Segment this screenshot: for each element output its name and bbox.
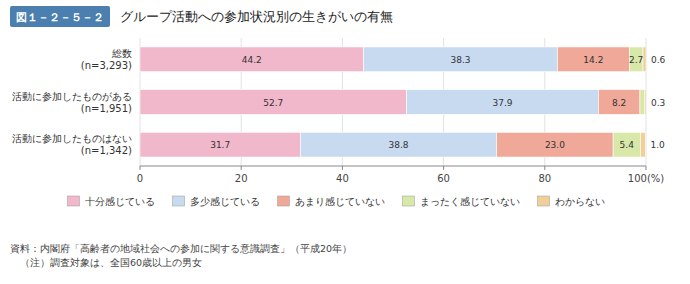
bar: [598, 90, 639, 115]
legend-label: わからない: [555, 196, 605, 207]
legend-label: あまり感じていない: [295, 196, 385, 207]
bar: [364, 47, 558, 72]
bar: [497, 132, 613, 157]
category-label-line: (n=1,342): [81, 145, 132, 156]
note: （注）調査対象は、全国60歳以上の男女: [10, 257, 202, 268]
data-label: 37.9: [493, 98, 513, 108]
bar: [140, 90, 407, 115]
legend-item: まったく感じていない: [403, 196, 520, 207]
legend-label: まったく感じていない: [420, 196, 520, 207]
legend-swatch: [403, 196, 415, 206]
figure-number-box: [10, 6, 110, 27]
bar: [640, 90, 645, 115]
tick-mark: [646, 166, 647, 170]
data-label: 8.2: [612, 98, 626, 108]
y-axis: 総数(n=3,293)活動に参加したものがある(n=1,951)活動に参加したも…: [12, 48, 132, 156]
data-label: 23.0: [545, 140, 565, 150]
legend-item: 多少感じている: [173, 196, 260, 207]
category-label-line: 総数: [111, 48, 132, 59]
bar: [640, 132, 645, 157]
category-label: 活動に参加したものがある(n=1,951): [12, 91, 132, 114]
category-label-line: (n=3,293): [81, 60, 132, 71]
data-label: 14.2: [583, 55, 603, 65]
tick-mark: [443, 166, 444, 170]
legend: 十分感じている 多少感じている あまり感じていない まったく感じていない わからない: [68, 196, 605, 207]
chart: 図１－２－５－２ グループ活動への参加状況別の生きがいの有無 0 20 40 60 80 10…: [0, 0, 690, 284]
data-label: 0.3: [651, 98, 665, 108]
tick-mark: [140, 166, 141, 170]
bar: [629, 47, 643, 72]
tick-label: 0: [137, 173, 143, 184]
title: グループ活動への参加状況別の生きがいの有無: [120, 9, 393, 24]
bar: [557, 47, 629, 72]
background: [0, 0, 690, 284]
category-label-line: 活動に参加したものはない: [12, 133, 132, 144]
tick-label: 20: [235, 173, 248, 184]
figure-number: 図１－２－５－２: [16, 11, 104, 24]
bar: [140, 132, 300, 157]
bars: [140, 47, 646, 157]
tick-label: 40: [336, 173, 349, 184]
data-label: 38.8: [389, 140, 409, 150]
data-label: 0.6: [651, 55, 666, 65]
legend-item: あまり感じていない: [278, 196, 385, 207]
x-axis: 0 20 40 60 80 100(%): [137, 166, 664, 184]
data-label: 52.7: [263, 98, 283, 108]
tick-label: 60: [437, 173, 450, 184]
category-label: 活動に参加したものはない(n=1,342): [12, 133, 132, 156]
note: 資料：内閣府「高齢者の地域社会への参加に関する意識調査」（平成20年）: [10, 243, 352, 254]
data-label: 5.4: [620, 140, 635, 150]
data-label: 2.7: [629, 55, 643, 65]
axis-line: [140, 166, 646, 167]
legend-swatch: [173, 196, 185, 206]
legend-swatch: [278, 196, 290, 206]
legend-label: 十分感じている: [85, 196, 155, 207]
data-label: 44.2: [242, 55, 262, 65]
tick-label: 100(%): [628, 173, 664, 184]
bar: [644, 90, 646, 115]
bar: [613, 132, 640, 157]
legend-item: わからない: [538, 196, 605, 207]
bar: [300, 132, 496, 157]
bar: [407, 90, 599, 115]
bar: [643, 47, 646, 72]
legend-swatch: [68, 196, 80, 206]
bar: [140, 47, 364, 72]
legend-label: 多少感じている: [190, 196, 260, 207]
data-label: 38.3: [451, 55, 471, 65]
data-label: 1.0: [650, 140, 665, 150]
grid: [140, 38, 646, 166]
tick-mark: [544, 166, 545, 170]
tick-mark: [241, 166, 242, 170]
legend-item: 十分感じている: [68, 196, 155, 207]
data-label: 31.7: [210, 140, 230, 150]
category-label-line: (n=1,951): [81, 103, 132, 114]
tick-label: 80: [538, 173, 551, 184]
category-label-line: 活動に参加したものがある: [12, 91, 132, 102]
legend-swatch: [538, 196, 550, 206]
tick-mark: [342, 166, 343, 170]
category-label: 総数(n=3,293): [81, 48, 132, 71]
data-labels: 44.2 52.7 31.7 38.3 37.9 38.8 14.2 8.2 23.0 2.7 5.…: [210, 55, 665, 150]
